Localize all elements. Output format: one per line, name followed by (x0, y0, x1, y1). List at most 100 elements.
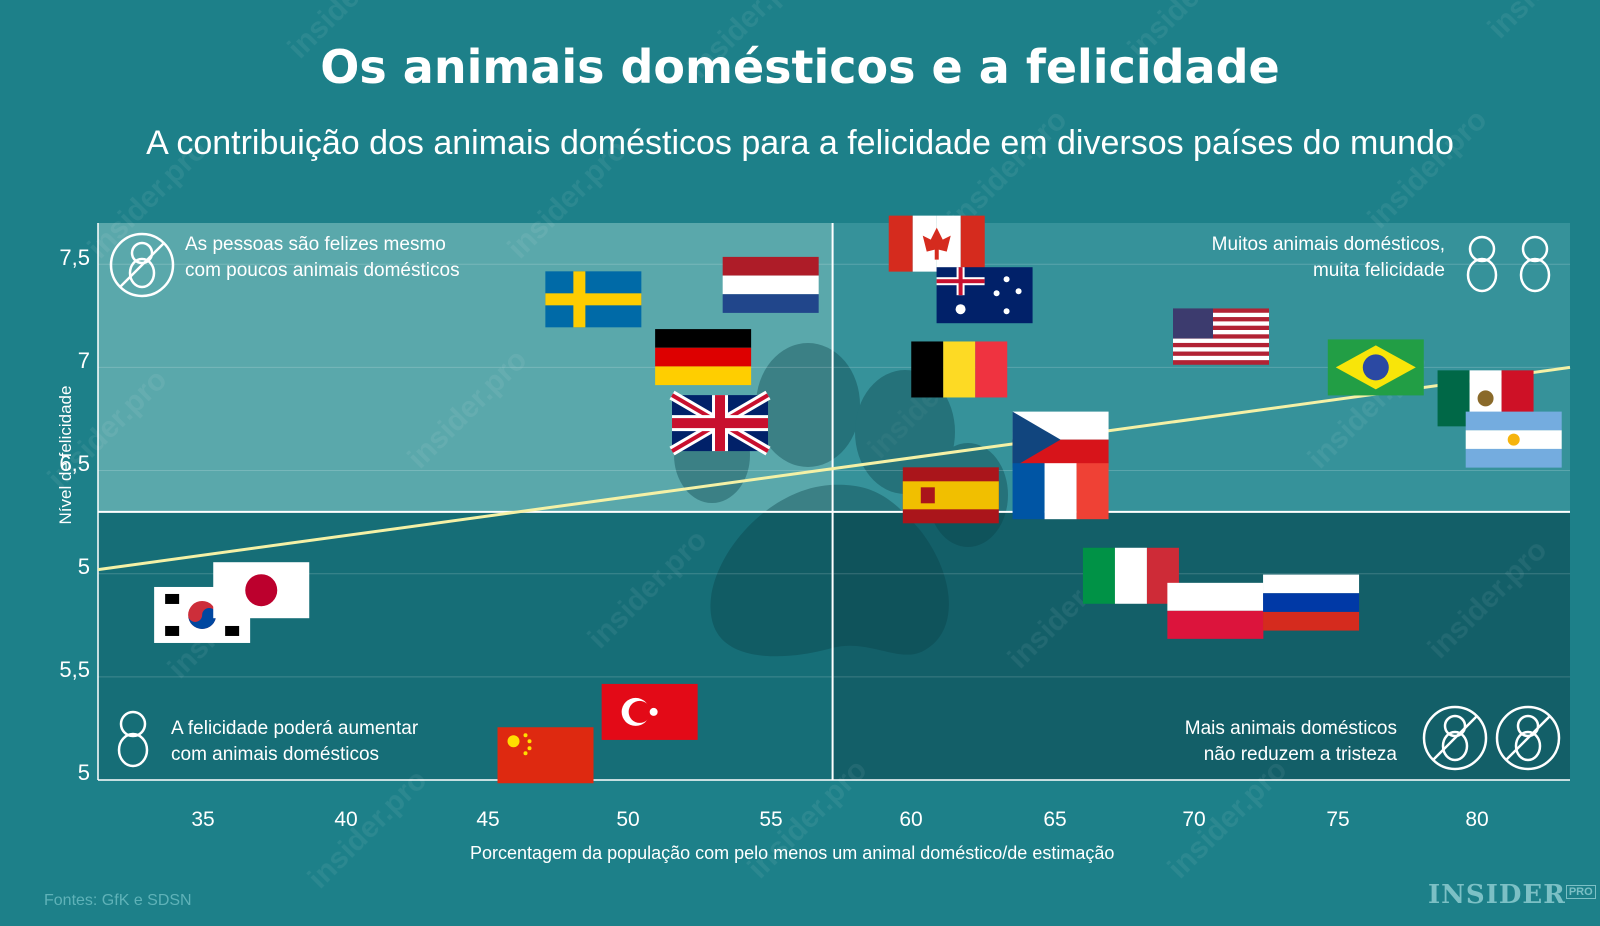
quadrant-text-bottom-right: Mais animais domésticos não reduzem a tr… (1185, 716, 1397, 768)
flag-emblem (920, 487, 935, 504)
dog-icon (1466, 235, 1498, 293)
flag-marker-us: Estados Unidos (1172, 308, 1269, 365)
flag-star (649, 707, 658, 716)
flag-stripe (960, 215, 985, 272)
source-note: Fontes: GfK e SDSN (44, 892, 192, 909)
flag-marker-de: Alemanha (655, 329, 752, 386)
flag-emblem (188, 607, 217, 629)
flag-stripe (1263, 574, 1360, 594)
flag-stripe (1172, 342, 1269, 348)
flag-stripe (1172, 355, 1269, 361)
icon-body (1519, 257, 1551, 293)
flag-marker-jp: Japão (213, 562, 310, 619)
paw-pad (710, 484, 949, 657)
flag-stripe (1172, 325, 1269, 331)
flag-star (523, 733, 528, 738)
quadrant-line: Mais animais domésticos (1184, 718, 1397, 739)
flag-marker-tr: Turquia (601, 683, 698, 740)
icon-head (130, 241, 154, 265)
flag-marker-ca: Canadá (888, 215, 985, 272)
flag-marker-gb: Reino Unido (669, 390, 771, 456)
quadrant-line: com animais domésticos (171, 744, 380, 765)
watermark: insider.pro (1482, 0, 1600, 45)
flag-globe (1362, 354, 1389, 381)
flag-marker-ru: Rússia (1263, 574, 1360, 631)
chart-subtitle: A contribuição dos animais domésticos pa… (146, 124, 1454, 162)
quadrant-text-top-left: As pessoas são felizes mesmo com poucos … (185, 232, 460, 284)
flag-stripe (1012, 463, 1045, 520)
icon-body (1466, 257, 1498, 293)
icon-head (1521, 235, 1549, 263)
flag-stripe (902, 481, 999, 510)
flag-field (936, 267, 1033, 324)
icon-head (1516, 714, 1540, 738)
icon-head (119, 710, 147, 738)
flag-star (993, 290, 1000, 297)
flag-stripe (722, 256, 819, 276)
flag-cross (672, 418, 769, 429)
flag-stripe (1172, 334, 1269, 339)
quadrant-line: muita felicidade (1312, 260, 1445, 281)
flag-marker-cz: República Tcheca (1012, 411, 1109, 468)
icon-slash (1505, 715, 1551, 761)
quadrant-line: A felicidade poderá aumentar (171, 718, 419, 739)
brand-logo: INSIDER PRO (1428, 880, 1596, 910)
flag-star (955, 304, 966, 315)
icon-head (1468, 235, 1496, 263)
flag-star (1015, 288, 1022, 295)
flag-stripe (1172, 330, 1269, 335)
flag-stripe (943, 341, 976, 398)
flag-marker-fr: França (1012, 463, 1109, 520)
flag-triangle (1012, 411, 1061, 468)
quadrant-text-top-right: Muitos animais domésticos, muita felicid… (1212, 232, 1445, 284)
flag-stripe (1172, 308, 1269, 314)
x-tick-label: 65 (1043, 808, 1067, 831)
logo-text: INSIDER (1428, 880, 1566, 910)
flag-star (523, 751, 528, 756)
flag-stripe (1114, 547, 1147, 604)
y-tick-label: 5 (77, 760, 90, 785)
icon-body (128, 257, 156, 289)
y-tick-label: 5,5 (59, 657, 90, 682)
flag-stripe (1172, 312, 1269, 318)
flag-stripe (1167, 610, 1264, 639)
flag-marker-br: Brasil (1327, 339, 1424, 396)
flag-stripe (1437, 370, 1470, 427)
flag-emblem (1477, 390, 1494, 407)
flag-stripe (1465, 411, 1562, 431)
icon-head (1443, 714, 1467, 738)
y-tick-label: 5 (77, 554, 90, 579)
flag-star (527, 739, 532, 744)
cat-icon (117, 710, 149, 768)
flag-marker-cn: China (497, 727, 594, 784)
cat-sad-icon (1422, 705, 1488, 771)
flag-cross (545, 293, 642, 306)
flag-leaf (922, 227, 951, 260)
flag-canton (1172, 308, 1213, 339)
flag-star (1003, 276, 1010, 283)
flag-marker-au: Austrália (936, 267, 1033, 324)
dog-sad-icon (1495, 705, 1561, 771)
x-tick-label: 50 (616, 808, 640, 831)
watermark: insider.pro (942, 103, 1074, 235)
flag-stripe (655, 329, 752, 348)
x-tick-label: 75 (1326, 808, 1350, 831)
no-pet-icon (109, 232, 175, 298)
logo-suffix: PRO (1565, 885, 1596, 899)
flag-stripe (1167, 582, 1264, 611)
flag-stripe (911, 341, 944, 398)
flag-star (507, 735, 520, 748)
icon-body (1514, 730, 1542, 762)
flag-stripe (1044, 463, 1077, 520)
flag-stripe (1263, 593, 1360, 612)
x-tick-label: 80 (1465, 808, 1489, 831)
flag-marker-es: Espanha (902, 467, 999, 524)
quadrant-line: com poucos animais domésticos (185, 260, 460, 281)
icon-body (117, 732, 149, 768)
x-tick-label: 55 (759, 808, 783, 831)
flag-marker-be: Bélgica (911, 341, 1008, 398)
flag-trigram (165, 625, 180, 636)
trendline (97, 365, 1571, 572)
flag-stripe (722, 294, 819, 313)
